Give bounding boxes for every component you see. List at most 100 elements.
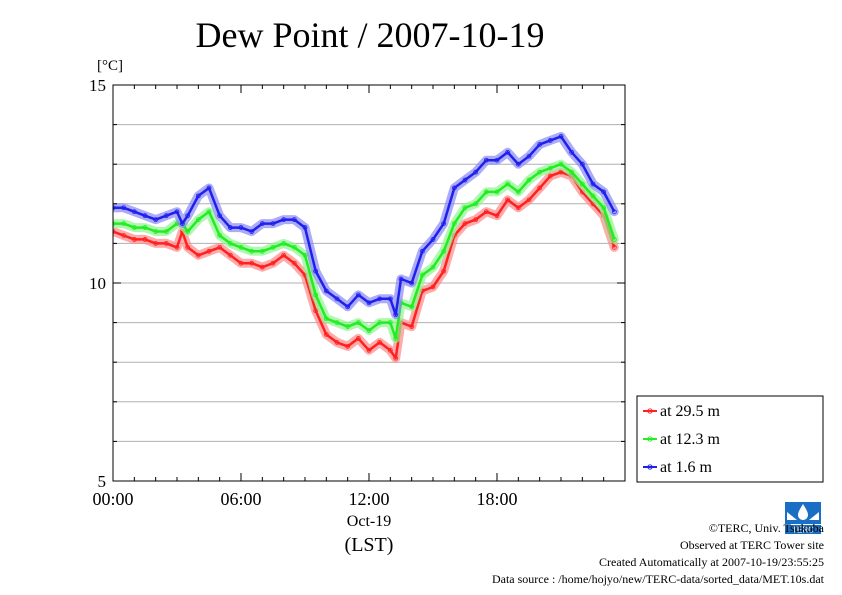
data-point (393, 312, 399, 318)
data-point (462, 177, 468, 183)
data-point (569, 169, 575, 175)
data-point (113, 221, 116, 226)
data-point (441, 268, 447, 274)
data-point (409, 324, 415, 329)
data-point (249, 248, 255, 254)
axis-ticks: 5 10 15 00:00 06:00 12:00 18:00 (89, 76, 626, 509)
data-point (366, 300, 372, 306)
data-point (515, 161, 521, 167)
data-point (131, 237, 137, 242)
series-layer (113, 132, 619, 363)
data-point (163, 213, 169, 219)
data-point (270, 244, 276, 250)
data-point (355, 336, 361, 341)
data-point (355, 292, 361, 298)
data-point (302, 225, 308, 230)
data-point (153, 229, 159, 234)
data-point (131, 209, 137, 215)
data-point (611, 237, 617, 242)
data-point (579, 181, 585, 187)
data-point (558, 161, 564, 167)
data-point (345, 324, 351, 329)
data-point (334, 339, 340, 345)
data-point (377, 339, 383, 345)
x-tick-label: 18:00 (476, 489, 517, 509)
data-point (217, 213, 223, 219)
data-point (377, 296, 383, 302)
data-point (409, 304, 415, 310)
data-point (473, 169, 479, 175)
data-point (601, 205, 607, 211)
data-point (121, 221, 127, 227)
footer-source: Data source : /home/hojyo/new/TERC-data/… (491, 572, 824, 586)
data-point (601, 189, 607, 195)
footer-observed: Observed at TERC Tower site (679, 538, 824, 552)
data-point (238, 244, 244, 250)
data-point (387, 320, 393, 326)
legend-marker (647, 436, 653, 442)
data-point (217, 233, 223, 238)
x-tick-label: 06:00 (220, 489, 261, 509)
legend-box (636, 395, 824, 483)
data-point (398, 276, 404, 282)
data-point (409, 280, 415, 286)
data-point (505, 181, 511, 187)
data-point (153, 217, 159, 223)
y-axis-label: [°C] (97, 58, 123, 74)
data-point (590, 181, 596, 187)
data-point (163, 240, 169, 246)
data-point (163, 229, 169, 234)
legend-label: at 1.6 m (660, 459, 713, 476)
data-point (291, 244, 297, 250)
y-tick-label: 10 (89, 274, 106, 293)
data-point (323, 316, 329, 322)
legend-label: at 29.5 m (660, 403, 721, 420)
data-point (302, 252, 308, 258)
data-point (281, 240, 287, 246)
data-point (366, 347, 372, 353)
data-point (334, 296, 340, 302)
data-point (483, 157, 489, 163)
data-point (259, 264, 265, 270)
data-point (259, 221, 265, 227)
data-point (419, 272, 425, 278)
data-point (281, 252, 287, 258)
data-point (217, 244, 223, 250)
footer-created: Created Automatically at 2007-10-19/23:5… (599, 555, 824, 569)
data-point (451, 221, 457, 227)
data-point (515, 189, 521, 195)
data-point (558, 169, 564, 175)
data-point (462, 205, 468, 211)
data-point (473, 201, 479, 207)
data-point (206, 248, 212, 254)
data-point (483, 209, 489, 215)
data-point (537, 141, 543, 147)
x-tick-label: 12:00 (348, 489, 389, 509)
data-point (366, 328, 372, 333)
data-point (355, 320, 361, 326)
data-point (270, 221, 276, 227)
data-point (206, 185, 212, 191)
data-point (313, 268, 319, 274)
data-point (227, 225, 233, 230)
legend-label: at 12.3 m (660, 431, 721, 448)
logo-text: TERC (792, 526, 814, 535)
data-point (131, 225, 137, 230)
data-point (611, 209, 617, 215)
data-point (441, 221, 447, 227)
y-tick-label: 15 (89, 76, 106, 95)
data-point (174, 244, 180, 250)
data-point (473, 217, 479, 223)
data-point (249, 229, 255, 234)
data-point (227, 240, 233, 246)
data-point (547, 173, 553, 179)
data-point (323, 288, 329, 294)
data-point (185, 213, 191, 219)
data-point (113, 205, 116, 211)
data-point (526, 197, 532, 203)
data-point (153, 240, 159, 246)
data-point (579, 161, 585, 167)
data-point (185, 229, 191, 234)
data-point (259, 248, 265, 254)
